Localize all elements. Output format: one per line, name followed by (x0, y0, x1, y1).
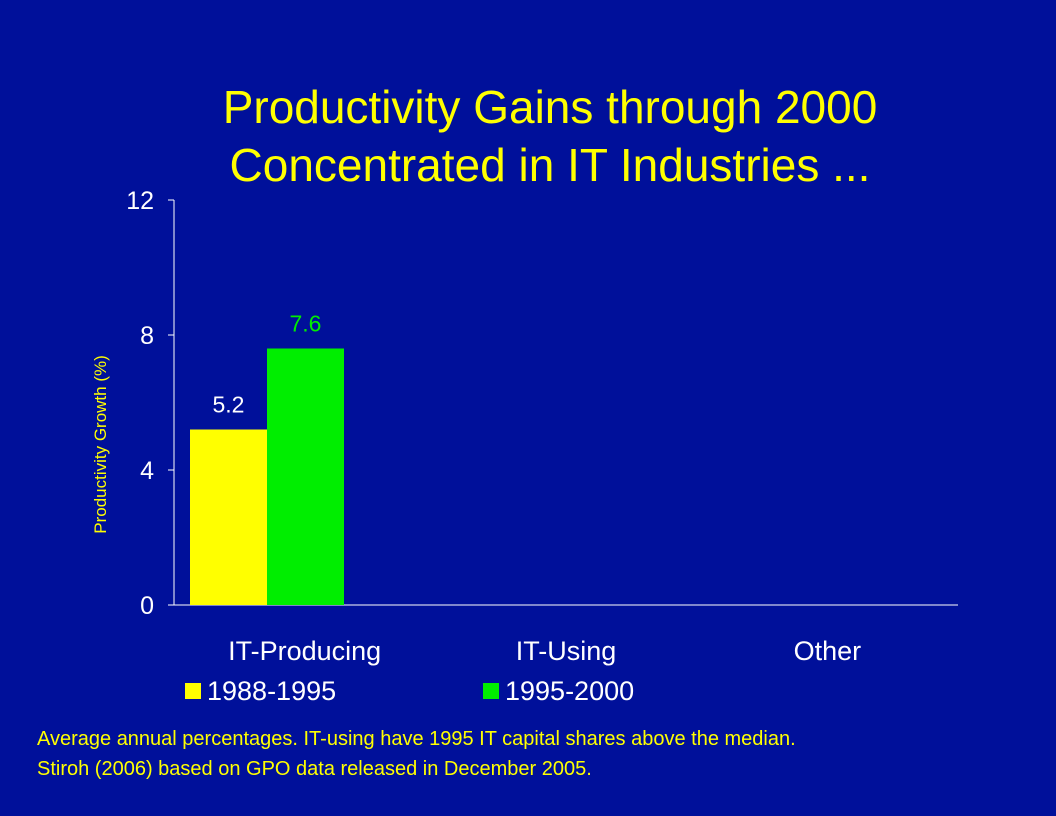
legend-swatch-1995-2000 (483, 683, 499, 699)
y-tick-label: 12 (126, 187, 154, 215)
footnote: Average annual percentages. IT-using hav… (37, 724, 796, 784)
x-category-label-it-using: IT-Using (516, 636, 617, 666)
bar-it-producing-1988-1995 (190, 429, 267, 605)
legend-item-1988-1995: 1988-1995 (185, 676, 336, 707)
footnote-line-2: Stiroh (2006) based on GPO data released… (37, 758, 592, 780)
y-axis-title: Productivity Growth (%) (91, 355, 110, 534)
data-label-it-producing-1995-2000: 7.6 (290, 311, 322, 337)
bar-it-producing-1995-2000 (267, 348, 344, 605)
y-tick-label: 8 (140, 322, 154, 350)
legend-label-1995-2000: 1995-2000 (505, 676, 635, 706)
legend-swatch-1988-1995 (185, 683, 201, 699)
footnote-line-1: Average annual percentages. IT-using hav… (37, 728, 796, 750)
data-label-it-producing-1988-1995: 5.2 (213, 392, 245, 418)
title-line-2: Concentrated in IT Industries ... (229, 139, 871, 191)
legend-label-1988-1995: 1988-1995 (207, 676, 337, 706)
y-tick-label: 4 (140, 457, 154, 485)
legend-item-1995-2000: 1995-2000 (483, 676, 634, 707)
slide-title: Productivity Gains through 2000 Concentr… (0, 78, 1056, 194)
x-category-label-it-producing: IT-Producing (228, 636, 381, 666)
title-line-1: Productivity Gains through 2000 (222, 81, 878, 133)
x-category-label-other: Other (794, 636, 862, 666)
y-tick-label: 0 (140, 592, 154, 620)
